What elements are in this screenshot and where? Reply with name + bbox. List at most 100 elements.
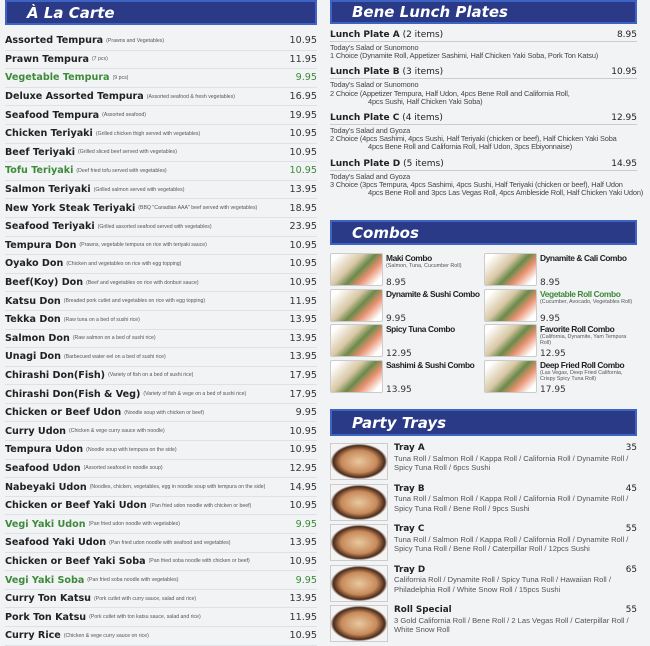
- menu-item: Nabeyaki Udon (Noodles, chicken, vegetabl…: [5, 478, 317, 497]
- item-description: (Deef fried tofu served with vegetables): [76, 167, 167, 174]
- lunch-plate-line: 3 Choice (3pcs Tempura, 4pcs Sashimi, 4p…: [330, 179, 623, 189]
- item-description: (Noodles, chicken, vegetables, egg in no…: [89, 484, 266, 491]
- item-description: (Noodle soup with chicken or beef): [124, 409, 205, 416]
- item-name: New York Steak Teriyaki: [5, 202, 136, 214]
- combo-text: Sashimi & Sushi Combo 13.95: [386, 360, 484, 395]
- lunch-plate-description: Today's Salad and Gyoza 3 Choice (3pcs Te…: [330, 171, 643, 198]
- combo-photo: [484, 253, 537, 286]
- combo-text: Vegetable Roll Combo (Cucumber, Avocado, …: [540, 289, 637, 324]
- lunch-plate-line: 1 Choice (Dynamite Roll, Appetizer Sashi…: [330, 51, 599, 61]
- item-description: (Noodle soup with tempura on the side): [86, 446, 177, 453]
- item-name: Prawn Tempura: [5, 53, 89, 65]
- lunch-plate-name: Lunch Plate D: [330, 158, 401, 169]
- menu-item: Beef Teriyaki (Grilled sliced beef served…: [5, 144, 317, 163]
- tray-text: Tray A 35 Tuna Roll / Salmon Roll / Kappa …: [394, 443, 637, 484]
- menu-item: Salmon Teriyaki (Grilled salmon served wi…: [5, 181, 317, 200]
- item-description: (Pork cutlet with ton katsu sauce, salad…: [89, 614, 201, 621]
- tray-photo: [330, 524, 388, 561]
- menu-item: Seafood Udon (Assorted seafood in noodle …: [5, 460, 317, 479]
- item-name: Seafood Udon: [5, 462, 81, 474]
- item-price: 10.95: [289, 555, 317, 567]
- section-title: À La Carte: [27, 3, 115, 22]
- combo-item: Dynamite & Cali Combo 8.95: [484, 253, 637, 289]
- item-description: (Chicken & vege curry sauce on rice): [63, 632, 149, 639]
- item-description: (Beef and vegetables on rice with donbur…: [86, 279, 199, 286]
- item-description: (Pan fried udon noodle with chicken or b…: [149, 502, 252, 509]
- menu-item: Chicken Teriyaki (Grilled chicken thigh s…: [5, 125, 317, 144]
- item-name: Tempura Don: [5, 239, 77, 251]
- tray-price: 35: [625, 443, 637, 453]
- item-price: 13.95: [289, 332, 317, 344]
- item-description: (Chicken & vege curry sauce with noodle): [69, 428, 165, 435]
- combo-photo: [484, 288, 537, 322]
- lunch-plate-count: (4 items): [402, 113, 443, 124]
- menu-item: Tempura Udon (Noodle soup with tempura on…: [5, 441, 317, 460]
- lunch-plate: Lunch Plate C (4 items) 12.95 Today's Sala…: [330, 113, 637, 152]
- lunch-plates-list: Lunch Plate A (2 items) 8.95 Today's Salad…: [330, 30, 643, 204]
- tray-text: Roll Special 55 3 Gold California Roll / B…: [394, 605, 637, 646]
- combo-name: Sashimi & Sushi Combo: [386, 359, 475, 370]
- lunch-plate: Lunch Plate D (5 items) 14.95 Today's Sala…: [330, 159, 643, 198]
- item-description: (Pork cutlet with curry sauce, salad and…: [94, 595, 197, 602]
- item-price: 19.95: [289, 109, 317, 121]
- tray-heading: Roll Special 55: [394, 605, 637, 616]
- item-name: Beef(Koy) Don: [5, 277, 84, 289]
- lunch-plate: Lunch Plate A (2 items) 8.95 Today's Salad…: [330, 30, 637, 60]
- menu-item: Assorted Tempura (Prawns and Vegetables) 1…: [5, 32, 317, 51]
- lunch-plate-line: Today's Salad and Gyoza: [330, 171, 411, 181]
- combo-photo: [330, 359, 383, 393]
- party-tray: Tray C 55 Tuna Roll / Salmon Roll / Kappa …: [330, 524, 637, 565]
- menu-item: Curry Rice (Chicken & vege curry sauce on…: [5, 627, 317, 646]
- item-description: (9 pcs): [112, 74, 129, 81]
- item-price: 13.95: [289, 184, 317, 196]
- item-price: 11.95: [289, 295, 317, 307]
- item-name: Pork Ton Katsu: [5, 611, 87, 623]
- combos-grid: Maki Combo (Salmon, Tuna, Cucumber Roll) 8…: [330, 253, 637, 395]
- item-description: (Assorted seafood): [102, 112, 146, 119]
- tray-name: Tray D: [394, 564, 426, 575]
- tray-text: Tray B 45 Tuna Roll / Salmon Roll / Kappa …: [394, 484, 637, 525]
- lunch-plate-count: (3 items): [402, 67, 444, 78]
- item-name: Curry Ton Katsu: [5, 593, 91, 605]
- tray-contents: Tuna Roll / Salmon Roll / Kappa Roll / C…: [394, 534, 629, 554]
- combo-price: 12.95: [540, 349, 566, 359]
- lunch-plate-line: Today's Salad and Gyoza: [330, 126, 411, 136]
- combo-item: Deep Fried Roll Combo (Las Vegas, Deep Fr…: [484, 359, 637, 396]
- party-trays-header: Party Trays: [330, 409, 637, 436]
- item-price: 16.95: [289, 91, 317, 103]
- item-price: 9.95: [295, 518, 317, 530]
- lunch-plate-line: Today's Salad or Sunomono: [330, 43, 419, 52]
- item-description: (Prawns, vegetable tempura on rice with …: [79, 242, 207, 249]
- item-price: 17.95: [289, 369, 317, 381]
- lunch-plate-price: 10.95: [611, 67, 637, 78]
- item-name: Curry Udon: [5, 425, 67, 437]
- combo-name: Deep Fried Roll Combo: [540, 359, 625, 370]
- menu-item: Unagi Don (Barbecued water eel on a bed o…: [5, 348, 317, 367]
- item-description: (Raw tuna on a bed of sushi rice): [63, 316, 140, 323]
- item-description: (BBQ "Canadian AAA" beef served with veg…: [138, 205, 258, 212]
- lunch-plate-count: (5 items): [403, 158, 444, 169]
- tray-price: 55: [625, 605, 637, 615]
- item-price: 10.95: [289, 277, 317, 289]
- lunch-plate-description: Today's Salad or Sunomono 1 Choice (Dynam…: [330, 43, 637, 61]
- combo-photo: [484, 324, 537, 357]
- menu-item: Seafood Tempura (Assorted seafood) 19.95: [5, 106, 317, 125]
- section-title: Party Trays: [352, 413, 447, 432]
- menu-item: Oyako Don (Chicken and vegetables on rice…: [5, 255, 317, 274]
- combo-item: Maki Combo (Salmon, Tuna, Cucumber Roll) 8…: [330, 253, 484, 289]
- combo-description: (Las Vegas, Deep Fried California, Crisp…: [540, 369, 623, 382]
- item-price: 10.95: [289, 444, 317, 456]
- menu-item: Seafood Yaki Udon (Pan fried udon noodle …: [5, 534, 317, 553]
- lunch-plate-price: 8.95: [616, 30, 637, 40]
- combo-description: (Cucumber, Avocado, Vegetables Roll): [540, 298, 633, 305]
- lunch-plate-title: Lunch Plate D (5 items): [330, 159, 444, 169]
- item-name: Seafood Yaki Udon: [5, 537, 107, 549]
- tray-name: Tray C: [394, 524, 425, 534]
- combo-name: Dynamite & Cali Combo: [540, 253, 627, 263]
- item-name: Tofu Teriyaki: [5, 165, 74, 177]
- lunch-plate-line: 2 Choice (4pcs Sashimi, 4pcs Sushi, Half…: [330, 134, 617, 144]
- tray-photo: [330, 564, 388, 602]
- lunch-plate-heading: Lunch Plate B (3 items) 10.95: [330, 67, 637, 80]
- item-name: Oyako Don: [5, 258, 64, 270]
- item-price: 11.95: [289, 611, 317, 623]
